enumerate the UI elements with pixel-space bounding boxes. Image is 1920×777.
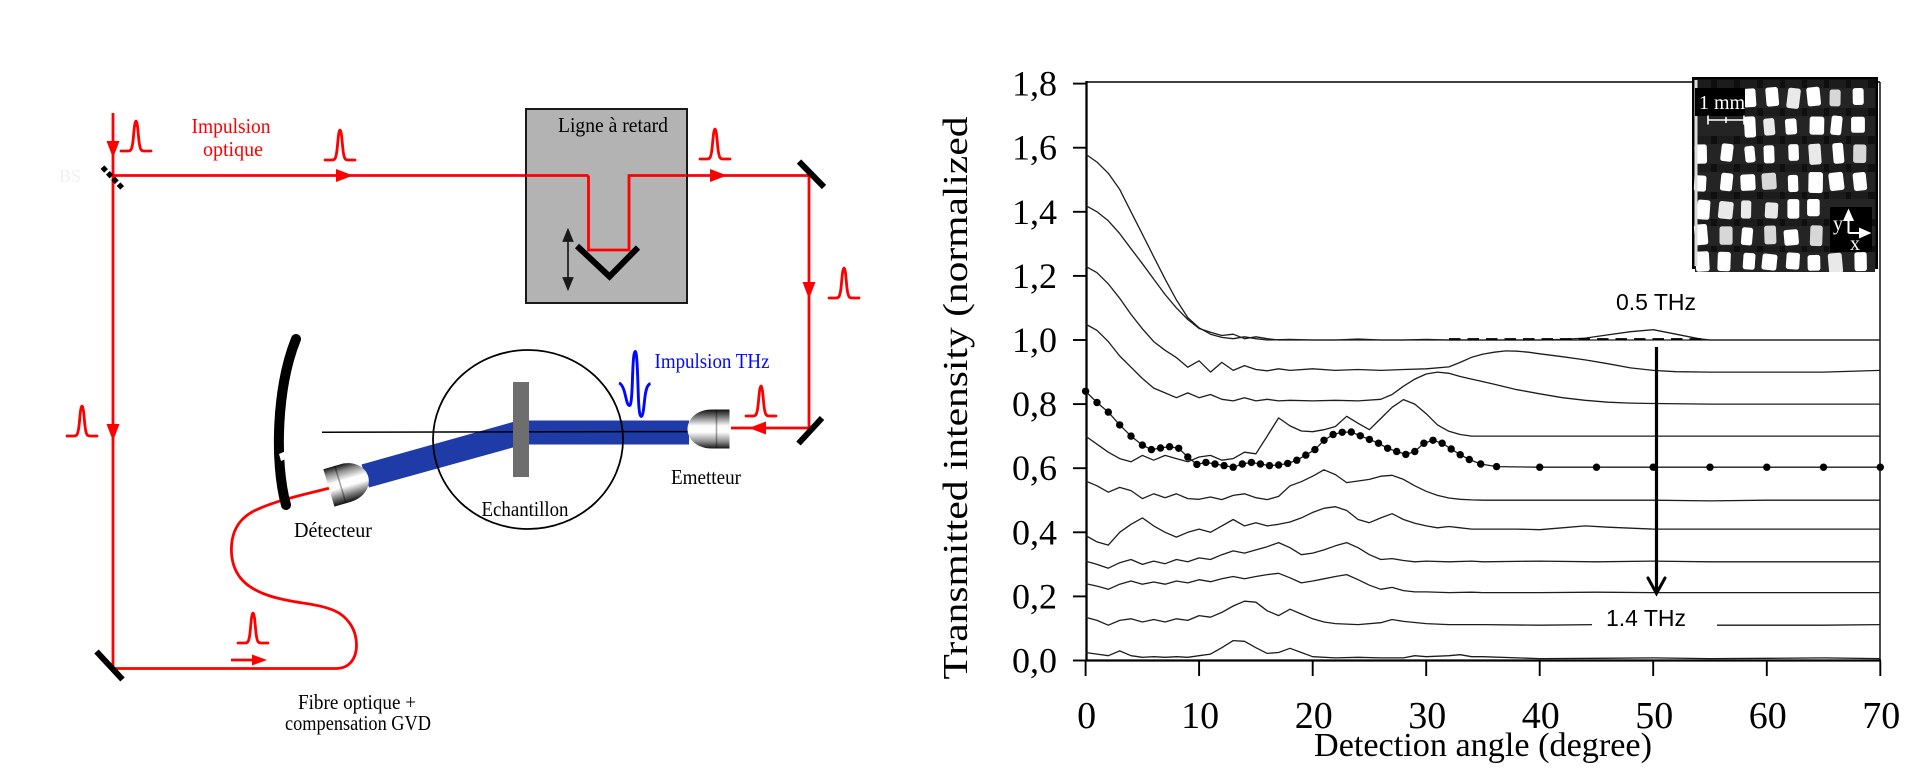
svg-text:50: 50 [1635, 695, 1673, 737]
svg-text:Fibre optique +: Fibre optique + [298, 690, 416, 714]
svg-text:1,2: 1,2 [1012, 256, 1057, 296]
svg-text:compensation GVD: compensation GVD [285, 711, 431, 735]
svg-text:Ligne à retard: Ligne à retard [558, 113, 668, 137]
svg-text:20: 20 [1295, 695, 1333, 737]
svg-text:BS: BS [59, 166, 81, 186]
svg-text:1 mm: 1 mm [1699, 92, 1746, 114]
svg-text:1,8: 1,8 [1012, 64, 1057, 104]
svg-text:Transmitted intensity (normali: Transmitted intensity (normalized [936, 116, 975, 680]
svg-text:Impulsion: Impulsion [192, 114, 271, 138]
svg-text:x: x [1850, 233, 1860, 255]
svg-text:1,6: 1,6 [1012, 128, 1057, 168]
svg-text:10: 10 [1181, 695, 1219, 737]
svg-text:Détecteur: Détecteur [294, 518, 372, 542]
svg-text:30: 30 [1408, 695, 1446, 737]
svg-text:1,4: 1,4 [1012, 192, 1057, 232]
svg-text:1.4 THz: 1.4 THz [1606, 605, 1686, 631]
svg-text:0,6: 0,6 [1012, 448, 1057, 488]
svg-text:0,8: 0,8 [1012, 384, 1057, 424]
svg-text:y: y [1833, 213, 1843, 235]
svg-text:0,0: 0,0 [1012, 641, 1057, 681]
svg-text:60: 60 [1749, 695, 1787, 737]
svg-text:Emetteur: Emetteur [671, 465, 741, 489]
svg-text:1,0: 1,0 [1012, 320, 1057, 360]
svg-text:40: 40 [1522, 695, 1560, 737]
svg-text:0.5 THz: 0.5 THz [1616, 289, 1696, 315]
svg-text:Impulsion THz: Impulsion THz [655, 349, 770, 373]
svg-text:70: 70 [1862, 695, 1900, 737]
svg-text:0: 0 [1077, 695, 1096, 737]
svg-text:Detection angle (degree): Detection angle (degree) [1314, 727, 1652, 764]
svg-text:0,4: 0,4 [1012, 512, 1057, 552]
svg-text:0,2: 0,2 [1012, 576, 1057, 616]
svg-text:optique: optique [203, 137, 263, 161]
svg-text:Echantillon: Echantillon [482, 497, 569, 521]
